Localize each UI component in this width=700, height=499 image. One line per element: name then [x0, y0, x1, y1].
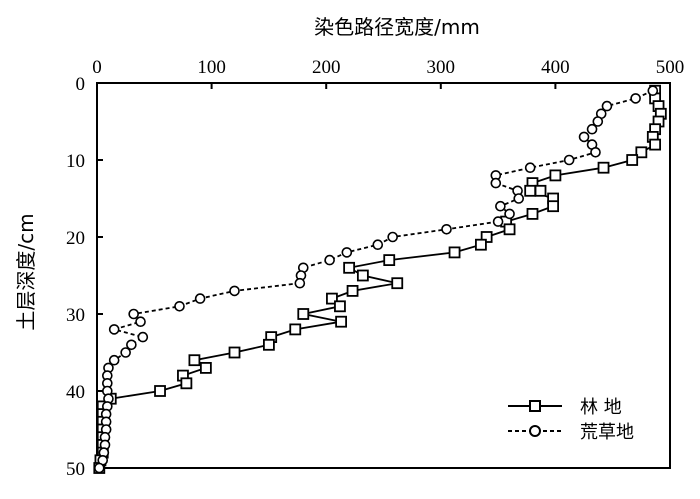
y-tick-label: 40	[66, 382, 85, 403]
data-point-grassland	[590, 147, 601, 158]
data-point-grassland	[126, 339, 137, 351]
data-point-forest	[549, 169, 562, 182]
data-point-forest	[391, 277, 404, 290]
data-point-forest	[334, 300, 346, 313]
data-point-grassland	[372, 239, 384, 250]
x-axis-title: 染色路径宽度/mm	[314, 15, 480, 39]
x-tick-label: 0	[92, 57, 102, 78]
y-tick-label: 20	[66, 228, 85, 249]
data-point-grassland	[513, 193, 525, 204]
data-point-grassland	[294, 277, 306, 289]
data-point-forest	[297, 308, 310, 320]
data-point-grassland	[578, 131, 590, 143]
data-point-grassland	[490, 177, 502, 189]
legend-marker-forest	[529, 400, 541, 412]
data-point-grassland	[647, 85, 659, 96]
data-point-grassland	[586, 123, 598, 135]
data-point-grassland	[495, 200, 506, 212]
series-line-forest	[98, 90, 662, 469]
data-point-forest	[180, 377, 193, 390]
y-axis-title: 土层深度/cm	[14, 213, 38, 330]
data-point-forest	[228, 346, 241, 359]
data-point-grassland	[108, 324, 120, 335]
x-tick-label: 300	[427, 57, 456, 78]
data-point-forest	[626, 154, 639, 166]
data-point-grassland	[563, 154, 575, 166]
data-point-forest	[534, 184, 547, 197]
x-tick-label: 100	[197, 57, 226, 78]
data-point-forest	[597, 161, 610, 174]
ticks-layer: 0 100 200 300 400 500 0 10 20 30 40 50	[66, 57, 684, 480]
data-point-grassland	[601, 100, 613, 112]
data-point-grassland	[504, 208, 515, 220]
data-point-forest	[524, 184, 537, 197]
x-tick-label: 200	[312, 57, 341, 78]
data-point-grassland	[524, 162, 536, 173]
data-point-grassland	[387, 231, 398, 243]
data-point-forest	[547, 200, 560, 213]
data-point-grassland	[194, 293, 206, 304]
data-point-forest	[199, 361, 212, 374]
series-layer	[93, 84, 667, 474]
legend-label-forest: 林 地	[580, 397, 622, 418]
data-point-forest	[503, 223, 516, 236]
data-point-forest	[262, 338, 275, 351]
data-point-forest	[335, 315, 347, 328]
x-tick-label: 400	[541, 57, 570, 78]
data-point-forest	[289, 323, 302, 336]
data-point-forest	[188, 354, 201, 367]
data-point-forest	[356, 269, 369, 282]
data-point-grassland	[120, 347, 131, 358]
y-tick-label: 0	[76, 74, 86, 95]
data-point-grassland	[441, 224, 452, 235]
data-point-grassland	[492, 216, 504, 227]
y-tick-label: 30	[66, 305, 85, 326]
data-point-forest	[326, 292, 338, 305]
data-point-grassland	[229, 285, 240, 297]
y-tick-label: 50	[66, 459, 85, 480]
data-point-forest	[383, 254, 396, 267]
data-point-grassland	[137, 331, 149, 343]
data-point-grassland	[93, 462, 105, 474]
data-point-forest	[448, 246, 461, 259]
data-point-forest	[649, 138, 662, 151]
data-point-forest	[346, 284, 359, 297]
data-point-forest	[154, 385, 166, 397]
legend-label-grassland: 荒草地	[580, 422, 634, 443]
data-point-grassland	[592, 116, 604, 127]
data-point-grassland	[135, 316, 146, 328]
data-point-forest	[475, 238, 487, 251]
data-point-grassland	[128, 308, 139, 320]
data-point-grassland	[630, 93, 641, 104]
y-tick-label: 10	[66, 151, 85, 172]
legend-marker-grassland	[529, 425, 541, 437]
legend: 林 地 荒草地	[508, 397, 634, 443]
data-point-grassland	[108, 354, 120, 366]
x-tick-label: 500	[656, 57, 685, 78]
data-point-grassland	[341, 247, 353, 258]
data-point-forest	[343, 261, 356, 274]
data-point-grassland	[324, 254, 335, 266]
data-point-forest	[635, 146, 648, 159]
data-point-forest	[526, 207, 539, 220]
data-point-grassland	[174, 300, 185, 312]
plot-frame	[96, 82, 671, 469]
